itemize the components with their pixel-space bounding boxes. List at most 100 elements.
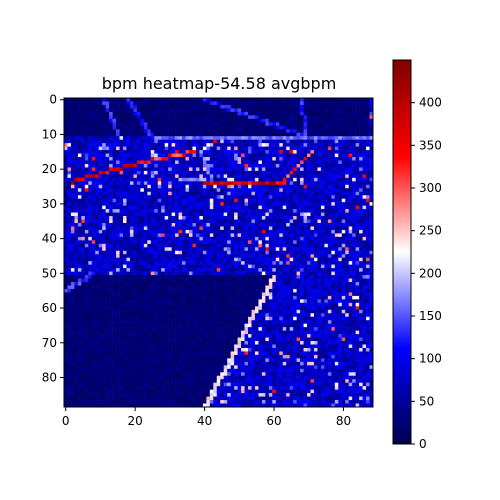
heatmap-cell (81, 122, 86, 127)
heatmap-cell (126, 174, 131, 179)
heatmap-cell (272, 146, 277, 151)
heatmap-cell (331, 216, 336, 220)
heatmap-cell (261, 219, 266, 224)
heatmap-cell (88, 163, 93, 168)
heatmap-cell (345, 229, 349, 234)
heatmap-cell (74, 229, 79, 234)
heatmap-cell (362, 125, 367, 130)
heatmap-cell (161, 254, 165, 259)
heatmap-cell (88, 268, 93, 272)
heatmap-cell (296, 285, 301, 290)
heatmap-cell (303, 174, 308, 179)
heatmap-cell (168, 115, 172, 120)
heatmap-cell (313, 122, 318, 127)
heatmap-cell (119, 143, 124, 147)
heatmap-cell (213, 111, 218, 116)
heatmap-cell (150, 268, 155, 272)
heatmap-cell (171, 132, 176, 137)
heatmap-cell (331, 195, 336, 199)
heatmap-cell (185, 167, 190, 172)
heatmap-cell (258, 198, 263, 203)
heatmap-cell (327, 136, 332, 140)
heatmap-cell (348, 222, 353, 227)
heatmap-cell (369, 278, 374, 283)
heatmap-cell (202, 143, 207, 147)
heatmap-cell (168, 202, 172, 206)
heatmap-cell (223, 271, 228, 276)
heatmap-cell (70, 243, 75, 248)
heatmap-cell (362, 233, 367, 238)
heatmap-cell (143, 139, 148, 144)
heatmap-cell (178, 229, 183, 234)
heatmap-cell (175, 216, 179, 220)
heatmap-cell (209, 160, 214, 165)
heatmap-cell (126, 104, 131, 109)
heatmap-cell (324, 101, 329, 106)
heatmap-cell (154, 202, 159, 206)
heatmap-cell (123, 132, 127, 137)
heatmap-cell (199, 98, 204, 102)
heatmap-cell (195, 261, 200, 265)
heatmap-cell (230, 167, 235, 172)
heatmap-cell (234, 271, 238, 276)
heatmap-cell (244, 250, 249, 255)
heatmap-cell (133, 143, 138, 147)
heatmap-cell (74, 222, 79, 227)
heatmap-cell (248, 257, 252, 262)
heatmap-cell (105, 157, 110, 161)
heatmap-cell (279, 278, 284, 283)
heatmap-cell (136, 177, 141, 182)
heatmap-cell (248, 143, 252, 147)
heatmap-cell (77, 247, 82, 252)
heatmap-cell (74, 177, 79, 182)
heatmap-cell (352, 136, 356, 140)
heatmap-cell (88, 292, 93, 297)
heatmap-cell (105, 184, 110, 189)
heatmap-cell (98, 271, 103, 276)
heatmap-cell (133, 167, 138, 172)
heatmap-cell (334, 275, 339, 279)
heatmap-cell (352, 195, 356, 199)
heatmap-cell (216, 247, 221, 252)
heatmap-cell (67, 254, 72, 259)
heatmap-cell (98, 122, 103, 127)
heatmap-cell (324, 191, 329, 196)
heatmap-cell (182, 136, 186, 140)
heatmap-cell (261, 282, 266, 286)
heatmap-cell (234, 257, 238, 262)
heatmap-cell (362, 174, 367, 179)
heatmap-cell (220, 236, 225, 241)
heatmap-cell (313, 205, 318, 210)
heatmap-cell (98, 163, 103, 168)
heatmap-cell (98, 98, 103, 102)
heatmap-cell (369, 143, 374, 147)
heatmap-cell (140, 143, 145, 147)
heatmap-cell (293, 118, 297, 123)
heatmap-cell (261, 191, 266, 196)
heatmap-cell (244, 163, 249, 168)
heatmap-cell (116, 268, 120, 272)
heatmap-cell (300, 143, 304, 147)
heatmap-cell (237, 209, 242, 213)
heatmap-cell (251, 191, 256, 196)
heatmap-cell (136, 288, 141, 293)
heatmap-cell (279, 104, 284, 109)
heatmap-cell (147, 188, 152, 193)
heatmap-cell (366, 233, 370, 238)
heatmap-cell (136, 167, 141, 172)
heatmap-cell (254, 184, 259, 189)
heatmap-cell (265, 268, 270, 272)
heatmap-cell (230, 115, 235, 120)
heatmap-cell (168, 146, 172, 151)
heatmap-cell (310, 191, 315, 196)
heatmap-cell (293, 250, 297, 255)
heatmap-cell (95, 184, 100, 189)
heatmap-cell (324, 271, 329, 276)
heatmap-cell (70, 292, 75, 297)
heatmap-cell (216, 163, 221, 168)
heatmap-cell (296, 202, 301, 206)
heatmap-cell (133, 233, 138, 238)
heatmap-cell (234, 209, 238, 213)
heatmap-cell (265, 257, 270, 262)
heatmap-cell (268, 163, 273, 168)
